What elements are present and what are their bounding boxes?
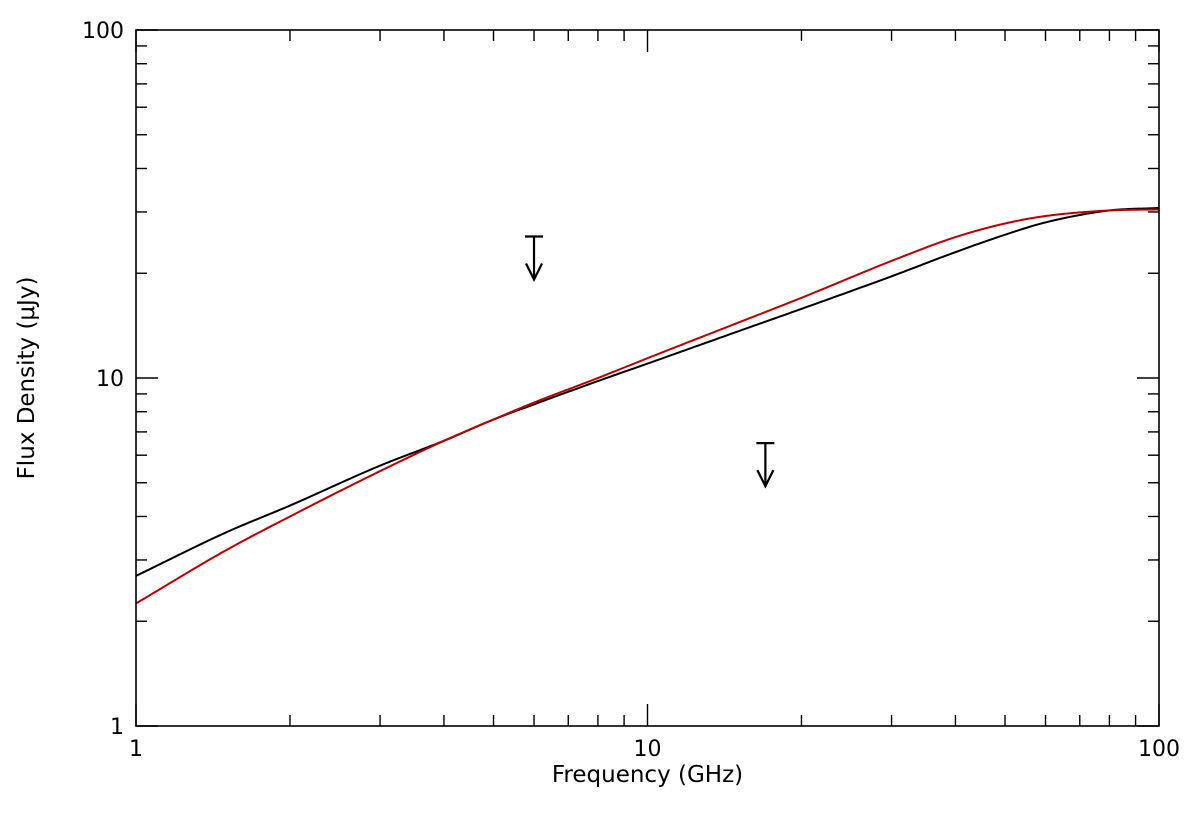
x-tick-label: 100	[1138, 737, 1180, 762]
ticks-layer	[135, 29, 1160, 727]
x-tick-label: 10	[634, 737, 662, 762]
upper-limit-marker	[525, 235, 544, 282]
upper-limit-arrowhead	[756, 469, 775, 489]
y-tick-label: 10	[96, 367, 124, 392]
upper-limit-marker	[756, 442, 775, 489]
upper-limits-layer	[525, 235, 775, 489]
tick-labels-layer: 1 10 100 1 10 100	[82, 19, 1180, 762]
series-line-2	[135, 208, 1160, 605]
y-tick-label: 100	[82, 19, 124, 44]
series-line-1	[135, 206, 1160, 577]
upper-limit-arrowhead	[525, 263, 544, 282]
plot-frame	[135, 29, 1160, 727]
x-tick-label: 1	[129, 737, 143, 762]
series-layer	[135, 206, 1160, 605]
y-tick-label: 1	[110, 715, 124, 740]
y-axis-label: Flux Density (μJy)	[14, 277, 40, 480]
x-axis-label: Frequency (GHz)	[552, 762, 743, 788]
